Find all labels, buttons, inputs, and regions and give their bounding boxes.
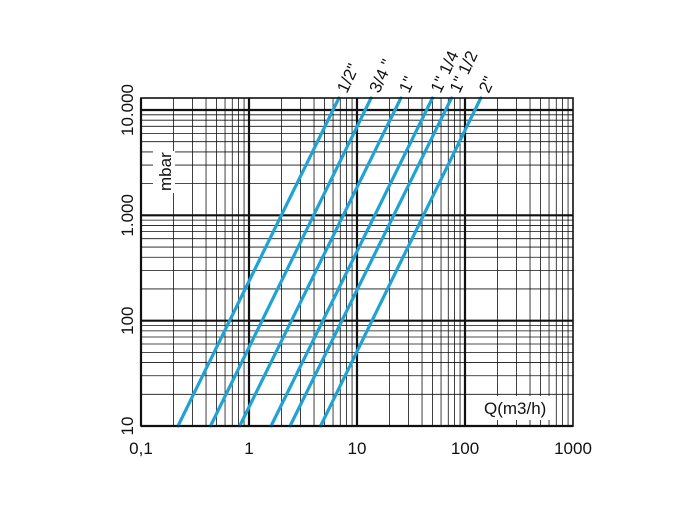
series-line <box>288 96 454 428</box>
series-line <box>269 96 435 428</box>
x-tick-label: 0,1 <box>129 439 153 458</box>
series-label: 1/2" <box>333 61 363 96</box>
x-tick-labels: 0,1 1 10 100 1000 <box>129 439 592 458</box>
series-line <box>176 96 341 428</box>
ylabel-background <box>153 151 175 193</box>
series-line <box>208 96 373 428</box>
series-label: 3/4 " <box>365 56 397 95</box>
xlabel-background <box>482 396 554 420</box>
series-label: 1" <box>395 74 419 96</box>
plot-frame <box>140 97 574 427</box>
y-tick-labels: 10 100 1.000 10.000 <box>118 84 137 435</box>
series-line <box>318 96 483 428</box>
x-tick-label: 1000 <box>554 439 592 458</box>
y-tick-label: 1.000 <box>118 194 137 237</box>
y-tick-label: 10 <box>118 417 137 436</box>
y-tick-label: 100 <box>118 306 137 334</box>
y-tick-label: 10.000 <box>118 84 137 136</box>
series-labels: 1/2" 3/4 "1" 1" 1/41" 1/22" <box>333 48 499 96</box>
x-tick-label: 1 <box>244 439 253 458</box>
series-label: 2" <box>475 74 499 96</box>
series-lines <box>176 96 483 428</box>
x-tick-label: 100 <box>451 439 479 458</box>
y-axis-title: mbar <box>156 152 175 191</box>
x-tick-label: 10 <box>348 439 367 458</box>
series-line <box>238 96 403 428</box>
x-axis-title: Q(m3/h) <box>484 399 546 418</box>
